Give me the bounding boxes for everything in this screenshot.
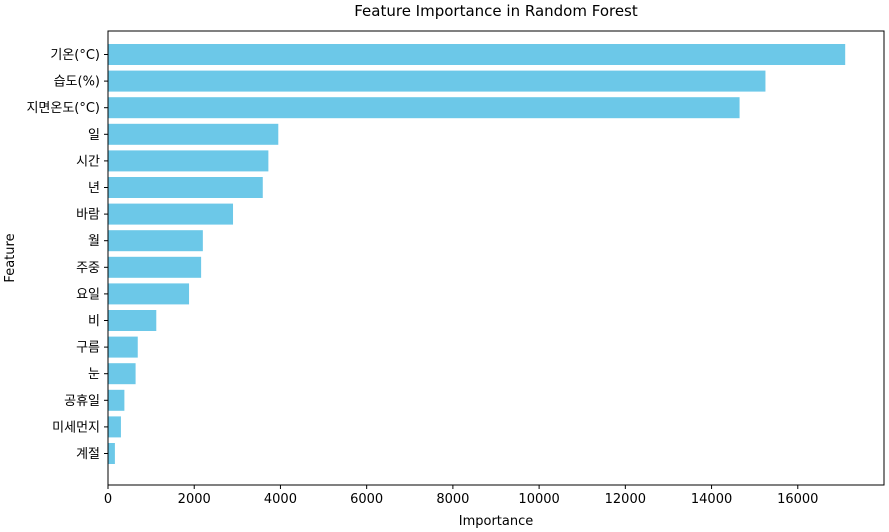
bar [108, 97, 740, 119]
y-tick-label: 년 [88, 181, 100, 196]
x-tick-label: 6000 [350, 492, 383, 507]
y-tick-label: 요일 [76, 287, 100, 302]
y-tick-label: 지면온도(°C) [26, 101, 100, 116]
y-tick-label: 일 [88, 128, 100, 143]
y-tick-label: 월 [88, 234, 100, 249]
bar [108, 70, 766, 92]
bar [108, 443, 115, 464]
y-tick-label: 구름 [76, 341, 100, 356]
y-tick-label: 공휴일 [64, 394, 100, 409]
bar [108, 310, 157, 331]
y-tick-label: 습도(%) [54, 75, 100, 90]
bar [108, 123, 279, 145]
y-tick-label: 눈 [88, 367, 100, 382]
plot-frame [107, 30, 885, 486]
y-tick-label: 시간 [76, 154, 100, 169]
x-axis: 0 2000 4000 6000 8000 10000 12000 14000 16000 [104, 485, 818, 507]
bar [108, 203, 234, 225]
bar [108, 336, 138, 358]
y-tick-label: 기온(°C) [50, 48, 100, 63]
bar [108, 44, 846, 65]
bar [108, 150, 269, 172]
x-axis-label: Importance [459, 514, 534, 529]
bar [108, 389, 125, 411]
bar [108, 177, 263, 198]
y-tick-label: 미세먼지 [52, 420, 100, 435]
x-tick-label: 12000 [605, 492, 646, 507]
bar [108, 416, 121, 438]
y-axis-label: Feature [3, 233, 18, 282]
x-tick-label: 10000 [518, 492, 559, 507]
y-tick-label: 주중 [76, 261, 100, 276]
x-tick-label: 0 [104, 492, 112, 507]
bar [108, 256, 202, 278]
x-tick-label: 8000 [436, 492, 469, 507]
y-axis: 기온(°C) 습도(%) 지면온도(°C) 일시간년바람월주중요일비구름눈공휴일미세먼… [26, 48, 108, 462]
x-tick-label: 16000 [777, 492, 818, 507]
bar [108, 283, 190, 305]
x-tick-label: 14000 [691, 492, 732, 507]
chart-title: Feature Importance in Random Forest [354, 2, 638, 20]
x-tick-label: 4000 [264, 492, 297, 507]
y-tick-label: 비 [88, 314, 100, 329]
bars-group [108, 44, 846, 464]
bar [108, 363, 136, 385]
y-tick-label: 바람 [76, 208, 100, 223]
x-tick-label: 2000 [178, 492, 211, 507]
bar [108, 230, 203, 252]
y-tick-label: 계절 [76, 447, 100, 462]
